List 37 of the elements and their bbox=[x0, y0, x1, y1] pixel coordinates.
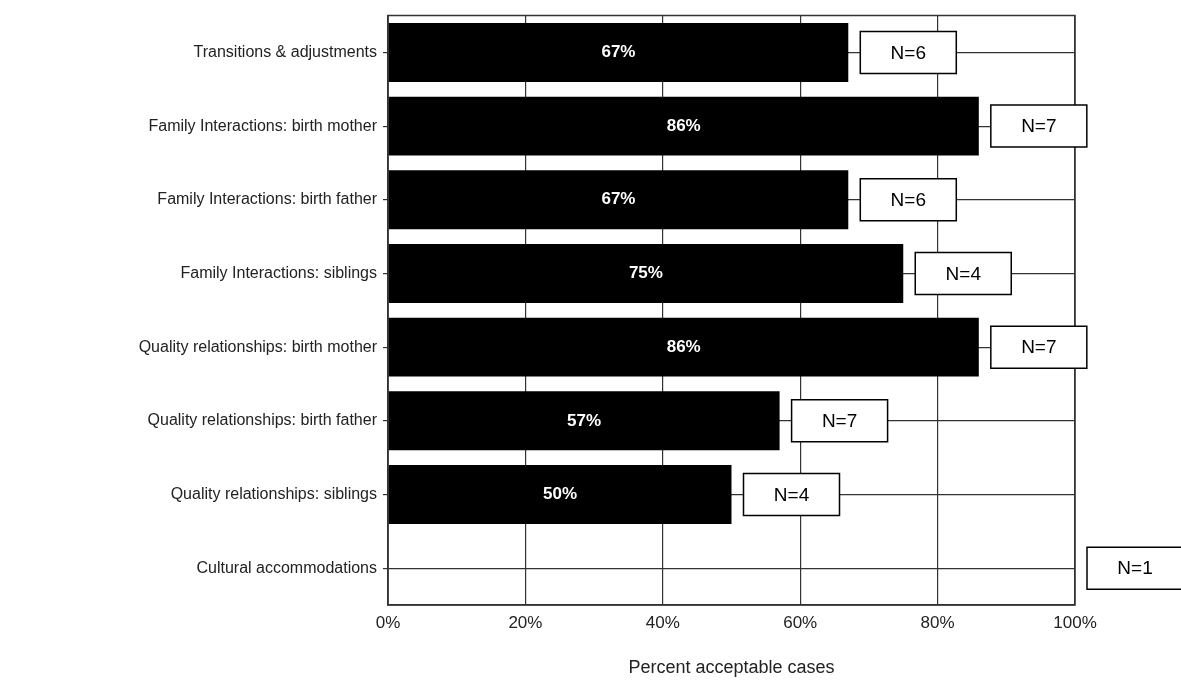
bar bbox=[388, 170, 849, 230]
bar bbox=[388, 243, 904, 303]
y-tick-label: Cultural accommodations bbox=[196, 558, 377, 576]
data-label: 86% bbox=[666, 336, 701, 356]
annotation: N=7 bbox=[1021, 336, 1057, 358]
bar bbox=[388, 465, 732, 524]
y-tick-label: Family Interactions: siblings bbox=[180, 263, 377, 281]
annotation: N=7 bbox=[821, 410, 858, 432]
data-label: 50% bbox=[543, 484, 578, 504]
y-tick-label: Quality relationships: birth mother bbox=[138, 337, 378, 355]
bar bbox=[388, 391, 780, 451]
annotation: N=4 bbox=[945, 262, 982, 284]
bar bbox=[388, 96, 979, 156]
text: N=1 bbox=[1117, 557, 1153, 579]
data-label: 67% bbox=[601, 189, 636, 209]
y-tick-label: Transitions & adjustments bbox=[193, 42, 377, 60]
x-axis-title: Percent acceptable cases bbox=[628, 657, 835, 678]
bar bbox=[388, 22, 849, 82]
annotation: N=4 bbox=[773, 483, 810, 505]
annotation: N=6 bbox=[890, 41, 926, 63]
y-tick-label: Quality relationships: birth father bbox=[147, 411, 378, 429]
annotation: N=6 bbox=[890, 189, 926, 211]
x-tick-label: 40% bbox=[645, 612, 680, 632]
annotation: N=7 bbox=[1021, 115, 1057, 137]
x-tick-label: 100% bbox=[1053, 612, 1097, 632]
x-tick-label: 20% bbox=[508, 612, 543, 632]
data-label: 67% bbox=[601, 42, 636, 62]
y-tick-label: Family Interactions: birth mother bbox=[148, 116, 378, 134]
data-label: 86% bbox=[666, 115, 701, 135]
data-label: 57% bbox=[567, 410, 602, 430]
data-label: 75% bbox=[628, 263, 663, 283]
bar bbox=[388, 317, 979, 377]
y-tick-label: Quality relationships: siblings bbox=[170, 484, 377, 502]
x-tick-label: 60% bbox=[783, 612, 818, 632]
x-tick-label: 80% bbox=[920, 612, 955, 632]
x-tick-label: 0% bbox=[375, 612, 401, 632]
y-tick-label: Family Interactions: birth father bbox=[157, 190, 378, 208]
